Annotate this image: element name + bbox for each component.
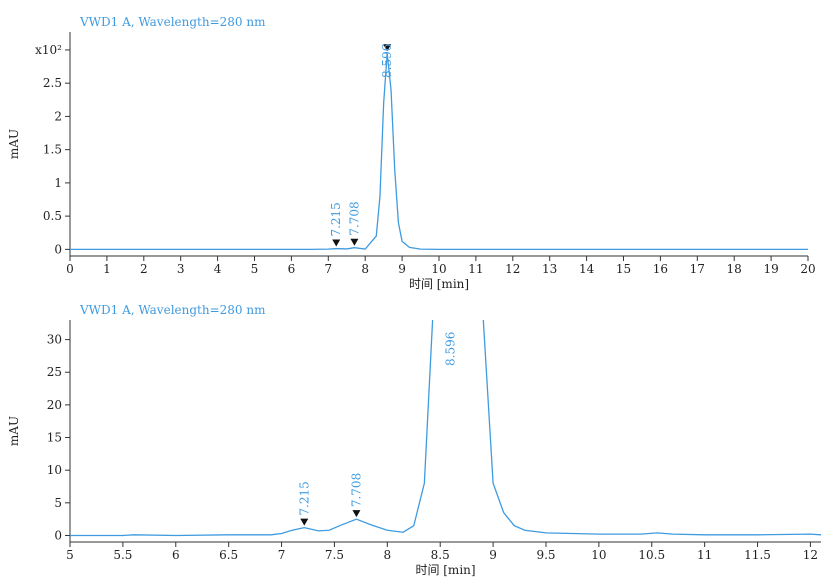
x-tick-label: 20 bbox=[800, 262, 815, 276]
x-tick-label: 9.5 bbox=[536, 548, 555, 562]
y-tick-label: 2.5 bbox=[43, 76, 62, 90]
peak-label: 7.215 bbox=[297, 481, 311, 515]
x-tick-label: 5.5 bbox=[113, 548, 132, 562]
peak-label: 8.596 bbox=[380, 44, 394, 78]
x-axis-label: 时间 [min] bbox=[415, 563, 475, 577]
x-tick-label: 8.5 bbox=[431, 548, 450, 562]
x-tick-label: 12 bbox=[803, 548, 818, 562]
x-tick-label: 8 bbox=[361, 262, 369, 276]
x-tick-label: 7.5 bbox=[325, 548, 344, 562]
x-tick-label: 11 bbox=[697, 548, 712, 562]
peak-marker bbox=[383, 44, 392, 52]
x-tick-label: 9 bbox=[489, 548, 497, 562]
y-tick-label: x10² bbox=[35, 43, 62, 57]
chart-title: VWD1 A, Wavelength=280 nm bbox=[79, 303, 266, 317]
x-tick-label: 8 bbox=[384, 548, 392, 562]
peak-marker bbox=[350, 238, 359, 246]
chart-title: VWD1 A, Wavelength=280 nm bbox=[79, 15, 266, 29]
x-tick-label: 10 bbox=[591, 548, 606, 562]
plot bbox=[70, 44, 808, 250]
y-tick-label: 1.5 bbox=[43, 143, 62, 157]
x-tick-label: 9 bbox=[398, 262, 406, 276]
y-tick-label: 0.5 bbox=[43, 209, 62, 223]
y-tick-label: 25 bbox=[47, 365, 62, 379]
signal-line bbox=[70, 320, 821, 537]
y-axis-label: mAU bbox=[7, 129, 21, 159]
y-tick-label: 0 bbox=[54, 528, 62, 542]
x-tick-label: 7 bbox=[324, 262, 332, 276]
x-tick-label: 13 bbox=[542, 262, 557, 276]
x-tick-label: 16 bbox=[653, 262, 668, 276]
y-tick-label: 20 bbox=[47, 398, 62, 412]
y-tick-label: 0 bbox=[54, 242, 62, 256]
x-tick-label: 17 bbox=[690, 262, 705, 276]
x-tick-label: 1 bbox=[103, 262, 111, 276]
x-tick-label: 3 bbox=[177, 262, 185, 276]
x-tick-label: 18 bbox=[727, 262, 742, 276]
peak-marker bbox=[300, 518, 309, 526]
y-tick-label: 30 bbox=[47, 333, 62, 347]
x-tick-label: 6.5 bbox=[219, 548, 238, 562]
y-tick-label: 15 bbox=[47, 431, 62, 445]
x-tick-label: 14 bbox=[579, 262, 595, 276]
x-tick-label: 12 bbox=[505, 262, 520, 276]
x-tick-label: 15 bbox=[616, 262, 631, 276]
y-tick-label: 1 bbox=[54, 176, 62, 190]
y-tick-label: 10 bbox=[47, 463, 62, 477]
x-axis-label: 时间 [min] bbox=[409, 277, 469, 291]
signal-line bbox=[70, 53, 808, 250]
peak-label: 7.708 bbox=[349, 473, 363, 507]
y-tick-label: 5 bbox=[54, 496, 62, 510]
x-tick-label: 7 bbox=[278, 548, 286, 562]
x-tick-label: 0 bbox=[66, 262, 74, 276]
x-tick-label: 11 bbox=[468, 262, 483, 276]
x-tick-label: 5 bbox=[251, 262, 259, 276]
peak-label: 7.215 bbox=[329, 202, 343, 236]
y-tick-label: 2 bbox=[54, 109, 62, 123]
x-tick-label: 11.5 bbox=[744, 548, 771, 562]
x-tick-label: 6 bbox=[172, 548, 180, 562]
peak-label: 7.708 bbox=[347, 201, 361, 235]
x-tick-label: 6 bbox=[288, 262, 296, 276]
peak-label: 8.596 bbox=[443, 332, 457, 366]
plot bbox=[70, 320, 821, 537]
peak-marker bbox=[332, 239, 341, 247]
x-tick-label: 19 bbox=[763, 262, 778, 276]
x-tick-label: 2 bbox=[140, 262, 148, 276]
x-tick-label: 10 bbox=[431, 262, 446, 276]
x-tick-label: 10.5 bbox=[638, 548, 665, 562]
peak-marker bbox=[352, 510, 361, 518]
x-tick-label: 4 bbox=[214, 262, 222, 276]
y-axis-label: mAU bbox=[7, 416, 21, 446]
x-tick-label: 5 bbox=[66, 548, 74, 562]
